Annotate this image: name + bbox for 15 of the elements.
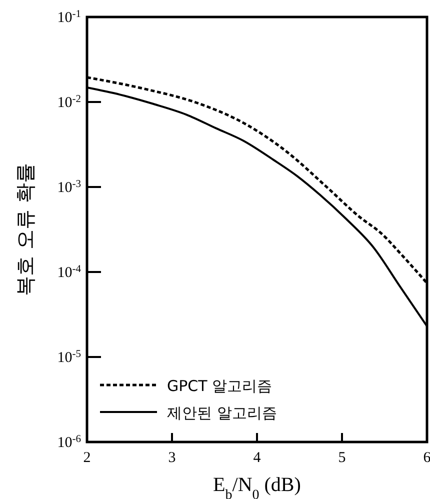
y-tick-label: 10$^{-1}$ (57, 8, 81, 26)
y-tick-label: 10$^{-6}$ (57, 434, 81, 451)
y-tick-label: 10$^{-3}$ (57, 178, 81, 196)
y-axis-title: 복호 오류 확률 (13, 163, 37, 296)
legend-label: GPCT 알고리즘 (167, 377, 272, 395)
x-axis-title: E$_{b}$/N$_{0}$ (dB) (213, 474, 301, 499)
x-tick-label: 6 (423, 450, 430, 466)
y-tick-label: 10$^{-4}$ (57, 264, 82, 281)
x-tick-label: 4 (253, 450, 262, 466)
x-tick-label: 5 (338, 450, 346, 466)
y-tick-label: 10$^{-2}$ (57, 94, 81, 111)
x-tick-label: 2 (83, 450, 91, 466)
x-tick-label: 3 (168, 450, 176, 466)
legend-label: 제안된 알고리즘 (167, 404, 277, 422)
y-tick-label: 10$^{-5}$ (57, 348, 81, 366)
